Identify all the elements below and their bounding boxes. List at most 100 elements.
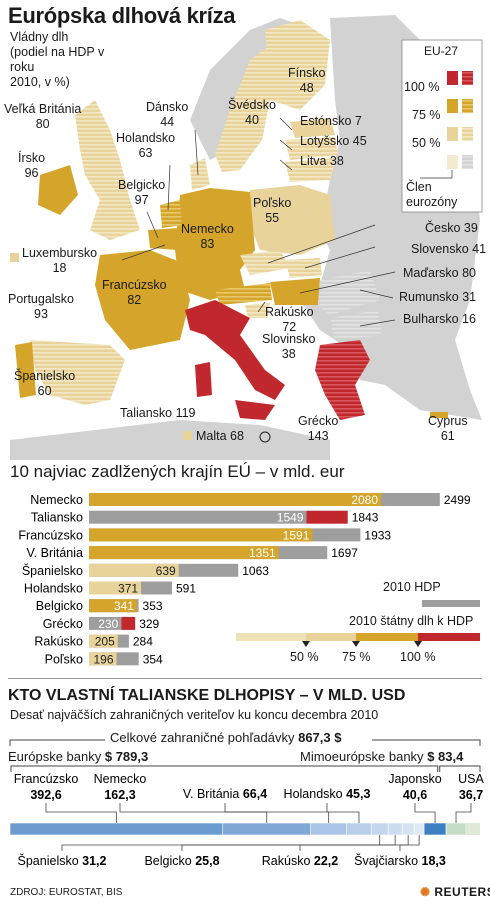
- bar-debt: [89, 563, 179, 577]
- bar-debt: [89, 546, 279, 560]
- bar-debt-value: 2080: [351, 493, 378, 507]
- bulgaria-shape: [330, 310, 382, 340]
- bar-category-label: Francúzsko: [18, 528, 83, 542]
- creditor-leader: [299, 835, 409, 851]
- bar-debt-value: 1351: [249, 546, 276, 560]
- denmark-shape: [190, 158, 210, 190]
- bar-debt-excess: [306, 510, 348, 524]
- map-label-belgium: Belgicko 97: [118, 178, 166, 207]
- legend-level-100: 100 %: [404, 80, 440, 94]
- bar-category-label: Nemecko: [30, 493, 83, 507]
- bar-debt-value: 1843: [352, 511, 379, 525]
- bar-debt-excess: [121, 616, 136, 630]
- poland-shape: [250, 185, 335, 255]
- bar-debt-value: 371: [118, 582, 138, 596]
- map-label-cyprus: Cyprus 61: [428, 414, 468, 443]
- divider: [8, 678, 482, 679]
- creditor-name-value-label: Rakúsko 22,2: [262, 854, 338, 868]
- map-label-luxembourg: Luxembursko 18: [22, 246, 98, 275]
- bar-debt: [89, 599, 137, 613]
- bar-debt-value: 639: [156, 564, 176, 578]
- map-label-sweden: Švédsko 40: [228, 98, 276, 127]
- map-label-austria: Rakúsko 72: [265, 305, 314, 334]
- map-label-latvia: Lotyšsko 45: [300, 134, 367, 148]
- sardinia-shape: [195, 362, 212, 397]
- north-africa: [10, 420, 330, 460]
- slovakia-shape: [285, 258, 322, 278]
- map-label-malta: Malta 68: [196, 429, 244, 443]
- bar-debt-value: 329: [139, 617, 159, 631]
- portugal-shape: [15, 342, 36, 398]
- source-note: ZDROJ: EUROSTAT, BIS: [10, 887, 123, 898]
- austria-shape: [215, 283, 272, 305]
- creditor-name-label: Francúzsko: [14, 772, 79, 786]
- creditor-name-value-label: Španielsko 31,2: [18, 853, 107, 868]
- germany-shape: [175, 188, 255, 300]
- slovenia-shape: [245, 303, 270, 318]
- bar-category-label: Grécko: [43, 617, 83, 631]
- creditor-segment: [387, 822, 403, 836]
- map-label-denmark: Dánsko 44: [146, 100, 189, 129]
- bar-gdp-value: 1933: [364, 528, 391, 542]
- legend-member-label: Člen eurozóny: [406, 180, 458, 209]
- lithuania-shape: [285, 158, 335, 182]
- map-label-uk: Veľká Británia 80: [4, 102, 82, 131]
- ireland-shape: [38, 165, 78, 215]
- spain-shape: [30, 340, 125, 405]
- map-label-slovakia: Slovensko 41: [411, 242, 487, 256]
- bar-category-label: Holandsko: [24, 582, 83, 596]
- uk-shape: [75, 100, 140, 240]
- non-european-banks: Mimoeurópske banky $ 83,4: [300, 749, 464, 764]
- estonia-shape: [290, 118, 335, 138]
- bar-gdp: [89, 510, 307, 524]
- bar-category-label: Španielsko: [22, 563, 83, 578]
- bar-gdp-value: 591: [176, 582, 196, 596]
- map-label-bulgaria: Bulharsko 16: [403, 312, 476, 326]
- map-label-slovenia: Slovinsko 38: [262, 332, 316, 361]
- map-label-czech: Česko 39: [425, 221, 478, 235]
- bar-debt: [89, 493, 382, 506]
- reuters-dots-icon: ✺: [420, 885, 435, 899]
- bar-gdp-value: 354: [143, 652, 163, 666]
- map-label-poland: Poľsko 55: [253, 196, 292, 225]
- creditor-leader: [61, 835, 381, 851]
- scale-label-50: 50 %: [290, 650, 319, 664]
- bar-gdp-value: 1549: [277, 511, 304, 525]
- bar-gdp-value: 353: [143, 599, 163, 613]
- bars-section-title: 10 najviac zadlžených krajín EÚ – v mld.…: [10, 462, 345, 481]
- creditor-name-value-label: V. Británia 66,4: [183, 787, 267, 801]
- creditor-segment: [310, 822, 347, 836]
- bracket-european: [10, 765, 439, 772]
- legend-level-75: 75 %: [412, 108, 441, 122]
- legend-box: [401, 39, 483, 213]
- italy-section-title: KTO VLASTNÍ TALIANSKE DLHOPISY – V MLD. …: [8, 687, 406, 704]
- creditor-segment: [445, 822, 467, 836]
- creditor-leader: [326, 803, 360, 823]
- map-label-netherlands: Holandsko 63: [116, 131, 176, 160]
- european-banks: Európske banky $ 789,3: [8, 749, 149, 764]
- creditor-segment: [9, 822, 224, 836]
- finland-shape: [265, 20, 330, 110]
- map-label-romania: Rumunsko 31: [399, 290, 477, 304]
- bar-gdp-value: 284: [133, 635, 153, 649]
- map-label-finland: Fínsko 48: [288, 66, 326, 95]
- cyprus-shape: [430, 412, 448, 418]
- bar-category-label: Taliansko: [31, 511, 83, 525]
- creditor-segment: [423, 822, 447, 836]
- legend-gdp-label: 2010 HDP: [383, 580, 441, 594]
- europe-debt-map: [10, 15, 483, 460]
- creditor-segment-other: [465, 823, 480, 835]
- scale-tick-50: [302, 641, 310, 647]
- map-label-lithuania: Litva 38: [300, 154, 344, 168]
- creditor-leader: [224, 803, 330, 823]
- total-claims: Celkové zahraničné pohľadávky 867,3 $: [110, 730, 342, 745]
- creditor-name-label: Japonsko: [388, 772, 442, 786]
- bar-debt-value: 1591: [283, 528, 310, 542]
- france-shape: [95, 250, 190, 350]
- czech-shape: [240, 250, 290, 275]
- legend-debt-label: 2010 štátny dlh k HDP: [349, 614, 474, 628]
- scale-red: [418, 633, 480, 641]
- page-title: Európska dlhová kríza: [8, 3, 236, 28]
- creditor-leader: [414, 803, 436, 823]
